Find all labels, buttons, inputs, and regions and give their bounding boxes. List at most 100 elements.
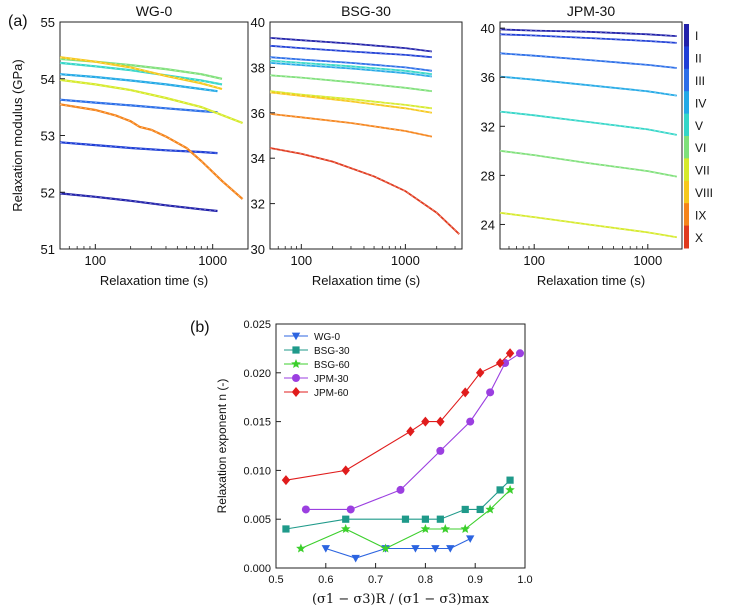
data-point-wg-0 (321, 545, 330, 553)
colorbar-label-4: IV (695, 96, 706, 110)
wg-0-series-viii (59, 56, 223, 91)
exponent-xtick-label: 0.7 (368, 574, 383, 586)
bsg-30-fit-iii (269, 56, 432, 72)
wg-0-series-iii (59, 98, 218, 114)
legend-label-wg-0: WG-0 (314, 332, 341, 343)
jpm-30-series-vi (499, 149, 677, 178)
bsg-30-fit-v (269, 60, 432, 75)
wg-0-xtick-label: 1000 (198, 253, 227, 268)
colorbar-swatch-5 (684, 113, 689, 137)
wg-0-fit-v (59, 62, 223, 85)
data-point-jpm-30 (396, 485, 405, 494)
exponent-ylabel: Relaxation exponent n (-) (215, 379, 229, 514)
wg-0-xtick-label: 100 (84, 253, 106, 268)
colorbar-swatch-9 (684, 203, 689, 227)
colorbar-swatch-4 (684, 91, 689, 115)
wg-0-ytick-label: 52 (41, 185, 55, 200)
data-point-wg-0 (431, 545, 440, 553)
exponent-ytick-label: 0.005 (243, 514, 271, 526)
colorbar-label-3: III (695, 74, 705, 88)
data-point-jpm-60 (505, 348, 515, 359)
bsg-30-xtick-label: 100 (290, 253, 312, 268)
data-point-bsg-60 (460, 524, 470, 533)
bsg-30-ytick-label: 30 (251, 242, 265, 257)
wg-0-ytick-label: 54 (41, 72, 55, 87)
colorbar-label-8: VIII (695, 186, 713, 200)
exponent-ytick-label: 0.025 (243, 319, 271, 331)
bsg-30-fit-i (269, 37, 432, 52)
data-point-bsg-60 (505, 484, 515, 494)
series-line-bsg-60 (300, 489, 511, 550)
wg-0-ytick-label: 51 (41, 242, 55, 257)
panel-b-label: (b) (190, 319, 210, 336)
data-point-jpm-30 (516, 349, 525, 358)
exponent-frame (275, 323, 526, 569)
data-point-wg-0 (446, 545, 455, 553)
wg-0-xlabel: Relaxation time (s) (100, 273, 208, 288)
data-point-bsg-30 (282, 525, 290, 533)
colorbar-label-2: II (695, 52, 702, 66)
jpm-30-ytick-label: 40 (481, 21, 495, 36)
bsg-30-fit-iv (269, 62, 432, 77)
data-point-jpm-30 (436, 446, 445, 455)
bsg-30-ytick-label: 38 (251, 60, 265, 75)
data-point-bsg-30 (496, 486, 504, 494)
colorbar-label-6: VI (695, 141, 706, 155)
data-point-wg-0 (351, 554, 360, 563)
relaxation-exponent-plot: 0.5 0.6 0.7 0.8 0.9 1.0 0.000 0.005 0.010 0.015 0.… (215, 319, 533, 607)
data-point-jpm-60 (281, 475, 291, 486)
colorbar-swatch-3 (684, 68, 689, 92)
jpm-30-xlabel: Relaxation time (s) (537, 273, 645, 288)
wg-0-ytick-label: 53 (41, 129, 55, 144)
data-point-bsg-60 (341, 524, 351, 533)
legend-label-jpm-60: JPM-60 (314, 388, 349, 399)
wg-0-ytick-label: 55 (41, 15, 55, 30)
data-point-jpm-60 (436, 416, 445, 427)
exponent-ytick-label: 0.000 (243, 563, 271, 575)
legend-label-jpm-30: JPM-30 (314, 374, 349, 385)
jpm-30-ytick-label: 36 (481, 70, 495, 85)
bsg-30-fit-ix (269, 113, 432, 137)
colorbar-swatch-6 (684, 136, 689, 159)
colorbar-label-7: VII (695, 164, 710, 178)
legend-marker-jpm-30 (292, 374, 300, 382)
exponent-ytick-label: 0.010 (243, 465, 271, 477)
bsg-30-fit-x (269, 147, 460, 235)
data-point-jpm-30 (501, 359, 510, 368)
wg0-relaxation-plot: WG-0 100 1000 51 52 53 54 55 Relaxation time (s)… (10, 3, 249, 288)
colorbar-swatch-8 (684, 180, 689, 204)
jpm-30-ytick-label: 28 (481, 168, 495, 183)
bsg-30-xlabel: Relaxation time (s) (312, 273, 420, 288)
panel-a-label: (a) (8, 13, 28, 30)
colorbar-swatch-7 (684, 158, 689, 182)
bsg-30-title: BSG-30 (341, 3, 391, 19)
jpm-30-xtick-label: 1000 (633, 253, 662, 268)
exponent-xtick-label: 0.6 (318, 574, 333, 586)
bsg-30-ytick-label: 32 (251, 197, 265, 212)
data-point-jpm-60 (495, 358, 505, 369)
wg-0-fit-ix (59, 104, 243, 200)
bsg-30-fit-vi (269, 75, 432, 92)
exponent-ytick-label: 0.015 (243, 417, 271, 429)
data-point-jpm-30 (486, 388, 495, 397)
data-point-bsg-60 (485, 504, 495, 514)
data-point-bsg-30 (436, 515, 444, 523)
data-point-jpm-60 (406, 426, 415, 437)
data-point-jpm-30 (466, 417, 475, 426)
data-point-jpm-30 (301, 505, 310, 514)
bsg30-relaxation-plot: BSG-30 100 1000 30 32 34 36 38 40 Relaxation time… (251, 3, 463, 288)
jpm-30-ytick-label: 32 (481, 119, 495, 134)
exponent-xtick-label: 0.9 (468, 574, 483, 586)
data-point-wg-0 (466, 535, 475, 543)
data-point-jpm-30 (346, 505, 355, 514)
data-point-bsg-60 (296, 543, 306, 553)
colorbar-swatch-1 (684, 24, 689, 47)
legend-label-bsg-60: BSG-60 (314, 360, 350, 371)
data-point-bsg-60 (440, 524, 451, 533)
wg-0-fit-vii (59, 79, 243, 124)
exponent-xtick-label: 0.8 (418, 574, 433, 586)
jpm30-relaxation-plot: JPM-30 100 1000 24 28 32 36 40 Relaxation time (… (481, 3, 683, 288)
exponent-xlabel: (σ1 − σ3)R / (σ1 − σ3)max (312, 592, 490, 607)
